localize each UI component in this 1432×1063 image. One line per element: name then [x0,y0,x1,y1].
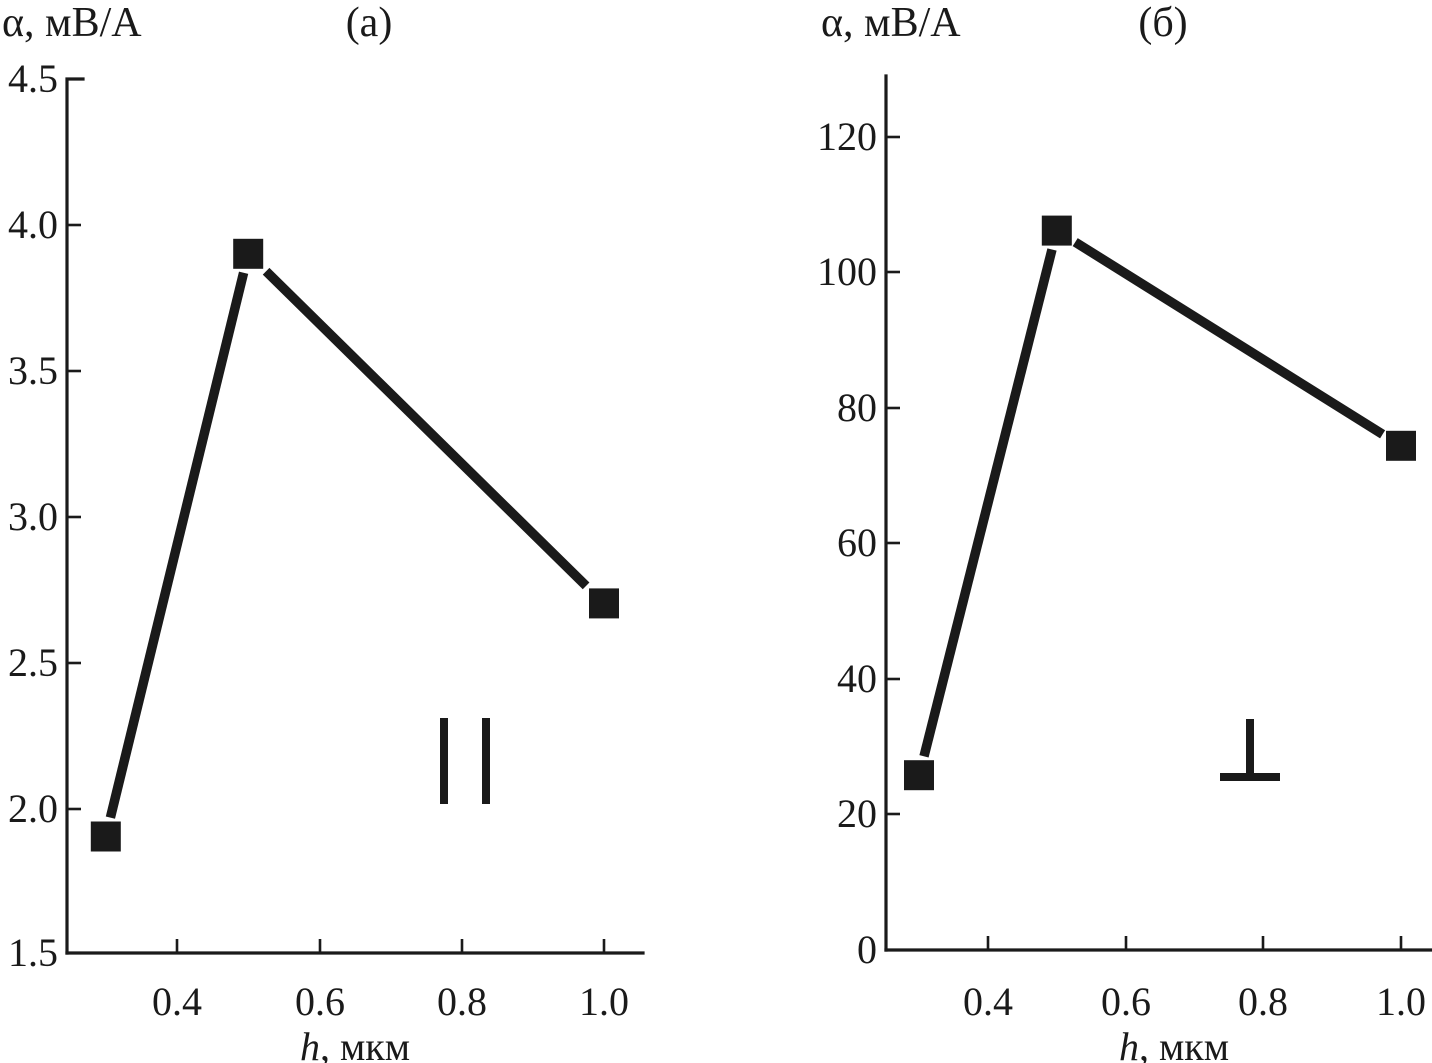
svg-text:20: 20 [837,791,877,836]
svg-text:4.0: 4.0 [8,202,58,247]
svg-text:1.5: 1.5 [8,930,58,975]
svg-text:0.8: 0.8 [1238,979,1288,1024]
svg-text:100: 100 [817,249,877,294]
svg-text:1.0: 1.0 [579,979,629,1024]
svg-text:40: 40 [837,656,877,701]
svg-text:0: 0 [857,927,877,972]
svg-text:60: 60 [837,520,877,565]
svg-text:3.5: 3.5 [8,348,58,393]
svg-text:(б): (б) [1138,0,1187,46]
svg-text:(а): (а) [346,0,393,46]
svg-text:0.6: 0.6 [295,979,345,1024]
svg-text:h, мкм: h, мкм [300,1024,410,1063]
svg-text:120: 120 [817,114,877,159]
svg-text:0.6: 0.6 [1101,979,1151,1024]
svg-text:h, мкм: h, мкм [1119,1024,1229,1063]
svg-text:0.4: 0.4 [963,979,1013,1024]
svg-text:α, мВ/А: α, мВ/А [821,0,961,46]
svg-text:2.5: 2.5 [8,640,58,685]
svg-text:4.5: 4.5 [8,56,58,101]
svg-text:1.0: 1.0 [1376,979,1426,1024]
svg-text:α, мВ/А: α, мВ/А [2,0,142,46]
svg-text:2.0: 2.0 [8,786,58,831]
svg-text:3.0: 3.0 [8,494,58,539]
svg-text:0.4: 0.4 [152,979,202,1024]
svg-text:0.8: 0.8 [437,979,487,1024]
svg-text:80: 80 [837,385,877,430]
